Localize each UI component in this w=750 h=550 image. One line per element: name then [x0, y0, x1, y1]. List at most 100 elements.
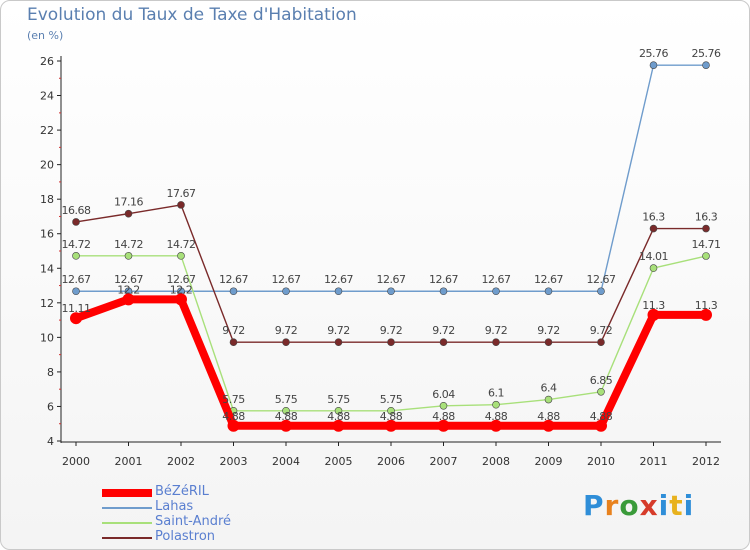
brand-letter: P: [583, 489, 605, 522]
x-tick-label: 2003: [220, 455, 248, 468]
data-label: 4.88: [537, 410, 560, 423]
chart-subtitle: (en %): [27, 29, 64, 42]
data-point-3: [177, 201, 185, 209]
data-point-3: [702, 224, 710, 233]
data-point-1: [597, 287, 605, 296]
data-label: 4.88: [485, 410, 508, 423]
data-point-1: [387, 287, 395, 296]
data-label: 9.72: [537, 324, 560, 337]
data-point-0: [437, 419, 450, 432]
data-label: 11.11: [62, 302, 91, 315]
data-label: 12.67: [62, 273, 91, 286]
data-label: 16.3: [642, 211, 665, 224]
data-label: 12.67: [482, 273, 511, 286]
data-point-0: [70, 312, 82, 325]
data-point-2: [597, 387, 605, 396]
data-point-3: [387, 338, 395, 347]
data-point-0: [280, 419, 292, 432]
data-label: 9.72: [222, 324, 245, 337]
data-point-1: [72, 287, 80, 296]
x-tick-label: 2004: [272, 455, 300, 468]
legend-label: Lahas: [155, 499, 194, 514]
data-point-0: [175, 293, 187, 306]
data-label: 11.3: [642, 299, 665, 312]
data-label: 12.67: [587, 273, 616, 286]
data-point-1: [649, 61, 658, 69]
y-tick-label: 16: [40, 228, 54, 241]
data-point-0: [647, 308, 660, 321]
legend-swatch: [102, 489, 152, 497]
data-point-2: [387, 406, 395, 415]
data-point-2: [177, 252, 185, 260]
legend-label: BéZéRIL: [155, 484, 209, 499]
data-point-1: [702, 61, 710, 69]
data-point-2: [649, 264, 658, 272]
data-point-1: [544, 287, 553, 296]
y-tick-label: 24: [40, 90, 54, 103]
x-tick-label: 2002: [167, 455, 195, 468]
x-tick-label: 2009: [535, 455, 563, 468]
brand-letter: x: [639, 489, 659, 522]
data-point-3: [439, 338, 448, 347]
data-point-0: [595, 419, 607, 432]
data-label: 14.72: [114, 238, 143, 251]
data-point-1: [282, 287, 290, 296]
y-tick-label: 20: [40, 159, 54, 172]
data-label: 12.67: [324, 273, 353, 286]
data-label: 6.1: [488, 387, 504, 400]
data-label: 11.3: [695, 299, 718, 312]
data-point-3: [282, 338, 290, 347]
data-point-2: [124, 252, 133, 260]
legend-swatch: [102, 522, 152, 524]
x-tick-label: 2012: [692, 455, 720, 468]
data-point-3: [492, 338, 500, 347]
data-label: 5.75: [222, 393, 245, 406]
x-tick-label: 2010: [587, 455, 615, 468]
legend-label: Saint-André: [155, 514, 232, 529]
y-tick-label: 8: [47, 366, 54, 379]
data-point-3: [229, 338, 238, 347]
data-label: 9.72: [380, 324, 403, 337]
data-point-3: [597, 338, 605, 347]
data-label: 17.67: [167, 187, 196, 200]
data-label: 12.67: [167, 273, 196, 286]
data-label: 4.88: [432, 410, 455, 423]
data-label: 4.88: [380, 410, 403, 423]
data-point-0: [227, 419, 240, 432]
data-label: 4.88: [222, 410, 245, 423]
y-tick-label: 4: [47, 435, 54, 448]
data-label: 12.67: [534, 273, 563, 286]
data-point-2: [72, 252, 80, 260]
x-tick-label: 2011: [640, 455, 668, 468]
data-point-1: [229, 287, 238, 296]
data-label: 12.67: [219, 273, 248, 286]
data-point-2: [702, 252, 710, 260]
brand-letter: i: [683, 489, 695, 522]
data-label: 12.2: [170, 283, 193, 296]
data-point-1: [439, 287, 448, 296]
x-tick-label: 2005: [325, 455, 353, 468]
data-label: 9.72: [485, 324, 508, 337]
data-point-1: [492, 287, 500, 296]
data-label: 14.71: [692, 238, 721, 251]
x-tick-label: 2001: [115, 455, 143, 468]
y-tick-label: 6: [47, 400, 54, 413]
data-point-2: [439, 401, 448, 410]
chart-title: Evolution du Taux de Taxe d'Habitation: [27, 5, 357, 25]
y-tick-label: 14: [40, 262, 54, 275]
data-label: 12.67: [429, 273, 458, 286]
y-tick-label: 18: [40, 193, 54, 206]
y-tick-label: 22: [40, 124, 54, 137]
y-tick-label: 26: [40, 55, 54, 68]
brand-logo: Proxiti: [583, 489, 694, 522]
data-point-0: [700, 308, 712, 321]
data-label: 12.67: [272, 273, 301, 286]
data-point-3: [649, 224, 658, 233]
data-point-2: [282, 406, 290, 415]
legend-label: Polastron: [155, 529, 216, 544]
y-tick-label: 10: [40, 331, 54, 344]
data-label: 12.67: [377, 273, 406, 286]
data-label: 9.72: [432, 324, 455, 337]
